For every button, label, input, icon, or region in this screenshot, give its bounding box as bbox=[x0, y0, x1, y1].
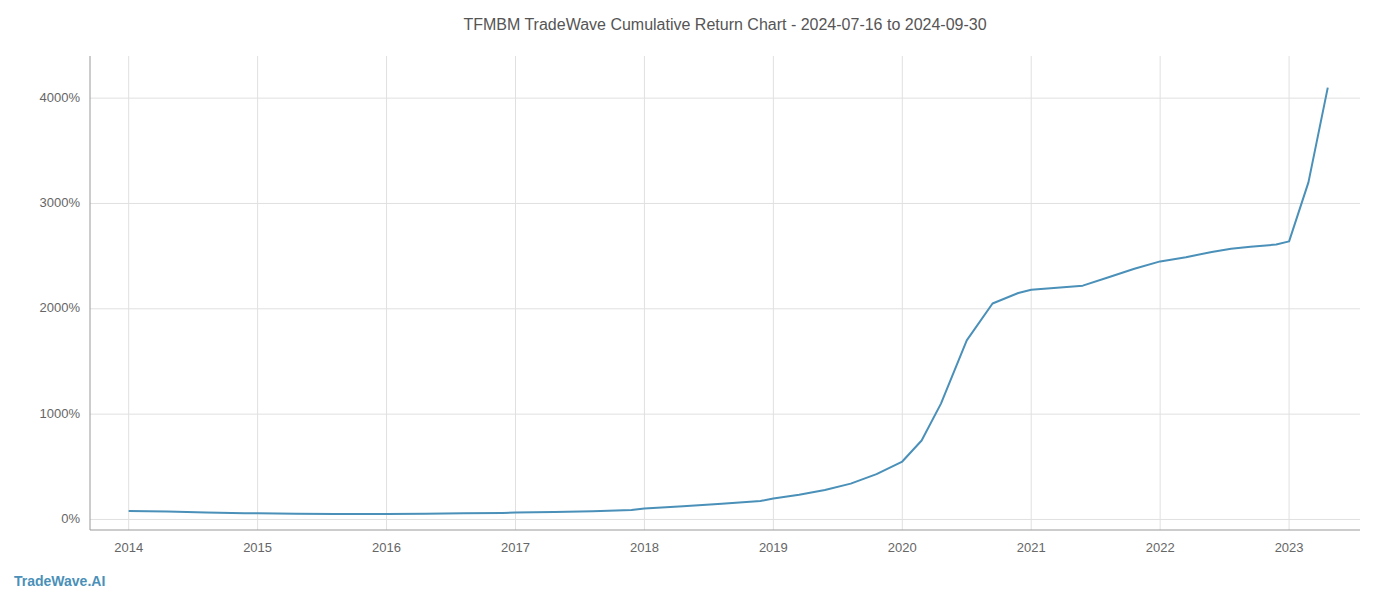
x-grid-line bbox=[515, 56, 516, 530]
x-tick-label: 2022 bbox=[1146, 540, 1175, 555]
x-tick-label: 2014 bbox=[114, 540, 143, 555]
x-grid-line bbox=[1289, 56, 1290, 530]
y-grid-line bbox=[90, 203, 1360, 204]
y-tick-label: 0% bbox=[61, 511, 80, 526]
y-grid-line bbox=[90, 308, 1360, 309]
y-grid-line bbox=[90, 414, 1360, 415]
x-grid-line bbox=[644, 56, 645, 530]
plot-area bbox=[129, 88, 1328, 514]
x-grid-line bbox=[1031, 56, 1032, 530]
y-grid-line bbox=[90, 519, 1360, 520]
x-tick-label: 2015 bbox=[243, 540, 272, 555]
series-line bbox=[129, 88, 1328, 514]
watermark: TradeWave.AI bbox=[14, 573, 105, 589]
x-grid-line bbox=[773, 56, 774, 530]
x-grid-line bbox=[1160, 56, 1161, 530]
chart: 0% 1000% 2000% 3000% 4000% 2014 2015 2016 2017 20… bbox=[0, 0, 1400, 600]
page: {"chart_data": {"type": "line", "title":… bbox=[0, 0, 1400, 600]
x-tick-label: 2020 bbox=[888, 540, 917, 555]
x-axis-line bbox=[90, 530, 1360, 531]
grid bbox=[90, 56, 1360, 530]
x-tick-label: 2018 bbox=[630, 540, 659, 555]
y-tick-label: 1000% bbox=[40, 406, 81, 421]
x-tick-label: 2023 bbox=[1275, 540, 1304, 555]
x-grid-line bbox=[257, 56, 258, 530]
title: TFMBM TradeWave Cumulative Return Chart … bbox=[463, 16, 986, 33]
x-grid-line bbox=[386, 56, 387, 530]
x-tick-label: 2021 bbox=[1017, 540, 1046, 555]
x-tick-label: 2017 bbox=[501, 540, 530, 555]
x-tick-label: 2016 bbox=[372, 540, 401, 555]
x-tick-label: 2019 bbox=[759, 540, 788, 555]
x-grid-line bbox=[128, 56, 129, 530]
y-axis-line bbox=[90, 56, 91, 530]
y-grid-line bbox=[90, 98, 1360, 99]
y-tick-label: 3000% bbox=[40, 195, 81, 210]
y-tick-label: 2000% bbox=[40, 300, 81, 315]
y-tick-label: 4000% bbox=[40, 90, 81, 105]
x-grid-line bbox=[902, 56, 903, 530]
